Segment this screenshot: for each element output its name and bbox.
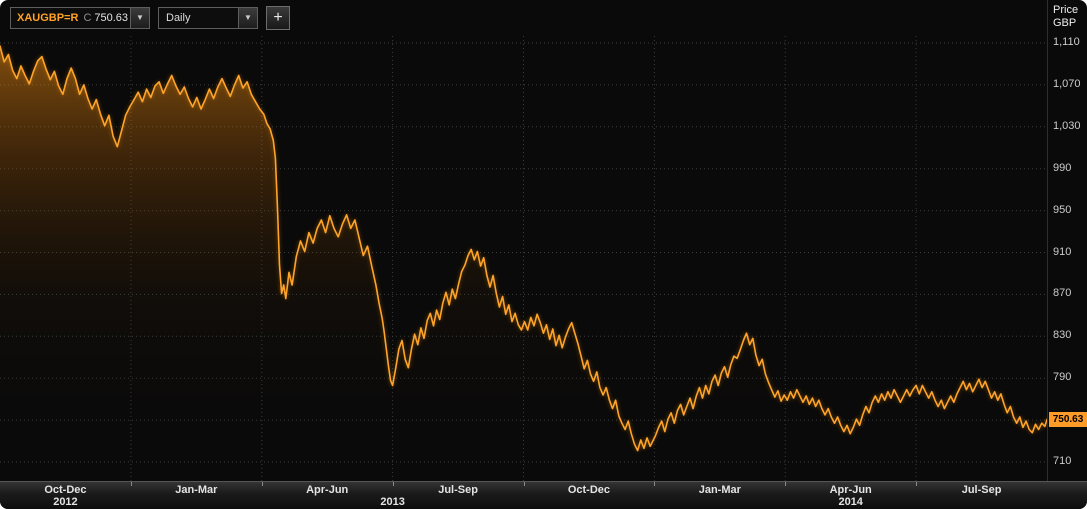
price-tick-label: 830 bbox=[1053, 329, 1072, 342]
price-tick-label: 990 bbox=[1053, 161, 1072, 174]
year-label: 2014 bbox=[838, 496, 863, 508]
close-prefix: C bbox=[83, 12, 92, 24]
quarter-label: Jan-Mar bbox=[175, 484, 218, 496]
price-tick-label: 910 bbox=[1053, 245, 1072, 258]
time-axis-tick bbox=[261, 482, 263, 486]
year-label: 2013 bbox=[380, 496, 405, 508]
time-axis-tick bbox=[130, 482, 132, 486]
price-tick-label: 1,030 bbox=[1053, 119, 1081, 132]
price-tick-label: 710 bbox=[1053, 455, 1072, 467]
ticker-selector[interactable]: XAUGBP=R C 750.63 ▼ bbox=[10, 7, 150, 29]
quarter-label: Apr-Jun bbox=[829, 484, 872, 496]
quarter-label: Oct-Dec bbox=[567, 484, 611, 496]
chevron-down-icon: ▼ bbox=[136, 13, 144, 22]
quarter-label: Jan-Mar bbox=[698, 484, 741, 496]
time-axis-tick bbox=[654, 482, 656, 486]
price-tick-label: 1,070 bbox=[1053, 77, 1081, 90]
add-chart-button[interactable]: + bbox=[266, 6, 290, 30]
price-axis-title: Price GBP bbox=[1053, 4, 1078, 30]
plot-area[interactable] bbox=[0, 36, 1047, 481]
price-tick-label: 790 bbox=[1053, 371, 1072, 384]
ticker-symbol: XAUGBP=R bbox=[17, 12, 79, 24]
last-close: C 750.63 bbox=[83, 12, 128, 24]
interval-dropdown-button[interactable]: ▼ bbox=[238, 8, 257, 28]
year-label: 2012 bbox=[53, 496, 78, 508]
ticker-dropdown-button[interactable]: ▼ bbox=[130, 8, 149, 28]
price-tick-label: 950 bbox=[1053, 203, 1072, 216]
time-axis-tick bbox=[392, 482, 394, 486]
price-tick-label: 870 bbox=[1053, 287, 1072, 300]
current-price-badge: 750.63 bbox=[1049, 411, 1087, 427]
price-axis-title-line2: GBP bbox=[1053, 17, 1077, 29]
time-axis: Oct-Dec Jan-Mar Apr-Jun Jul-Sep Oct-Dec Jan-M… bbox=[0, 481, 1087, 509]
plus-icon: + bbox=[273, 9, 283, 26]
price-tick-label: 1,110 bbox=[1053, 36, 1080, 48]
close-value: 750.63 bbox=[94, 12, 129, 24]
time-axis-tick bbox=[916, 482, 918, 486]
quarter-label: Jul-Sep bbox=[438, 484, 478, 496]
area-fill bbox=[0, 46, 1047, 481]
chart-toolbar: XAUGBP=R C 750.63 ▼ Daily ▼ + bbox=[0, 0, 1040, 36]
quarter-label: Apr-Jun bbox=[306, 484, 349, 496]
price-axis-title-line1: Price bbox=[1053, 4, 1079, 16]
chevron-down-icon: ▼ bbox=[244, 13, 252, 22]
price-axis: Price GBP 1,110 1,070 1,030 990 950 910 870 830… bbox=[1047, 0, 1087, 481]
quarter-label: Oct-Dec bbox=[44, 484, 87, 496]
time-axis-tick bbox=[785, 482, 787, 486]
interval-selector[interactable]: Daily ▼ bbox=[158, 7, 258, 29]
price-chart-canvas[interactable] bbox=[0, 36, 1047, 481]
interval-value: Daily bbox=[166, 12, 191, 24]
time-axis-tick bbox=[523, 482, 525, 486]
price-line bbox=[0, 45, 1047, 452]
quarter-label: Jul-Sep bbox=[961, 484, 1002, 496]
